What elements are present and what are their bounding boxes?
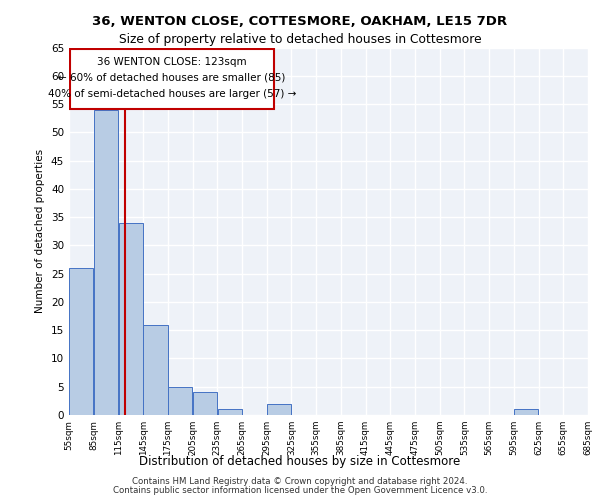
Bar (168, 386, 192, 415)
Text: Contains public sector information licensed under the Open Government Licence v3: Contains public sector information licen… (113, 486, 487, 495)
Bar (119, 223, 143, 415)
Text: 36, WENTON CLOSE, COTTESMORE, OAKHAM, LE15 7DR: 36, WENTON CLOSE, COTTESMORE, OAKHAM, LE… (92, 15, 508, 28)
Text: ← 60% of detached houses are smaller (85): ← 60% of detached houses are smaller (85… (58, 72, 286, 83)
Bar (143, 324, 167, 415)
Bar (193, 392, 217, 415)
Text: Contains HM Land Registry data © Crown copyright and database right 2024.: Contains HM Land Registry data © Crown c… (132, 477, 468, 486)
Text: Distribution of detached houses by size in Cottesmore: Distribution of detached houses by size … (139, 454, 461, 468)
Bar (218, 410, 242, 415)
Text: Size of property relative to detached houses in Cottesmore: Size of property relative to detached ho… (119, 32, 481, 46)
Text: 40% of semi-detached houses are larger (57) →: 40% of semi-detached houses are larger (… (48, 89, 296, 99)
Bar (267, 404, 291, 415)
Bar (94, 110, 118, 415)
FancyBboxPatch shape (70, 49, 274, 108)
Y-axis label: Number of detached properties: Number of detached properties (35, 149, 46, 314)
Bar (70, 268, 94, 415)
Bar (514, 410, 538, 415)
Text: 36 WENTON CLOSE: 123sqm: 36 WENTON CLOSE: 123sqm (97, 56, 247, 66)
